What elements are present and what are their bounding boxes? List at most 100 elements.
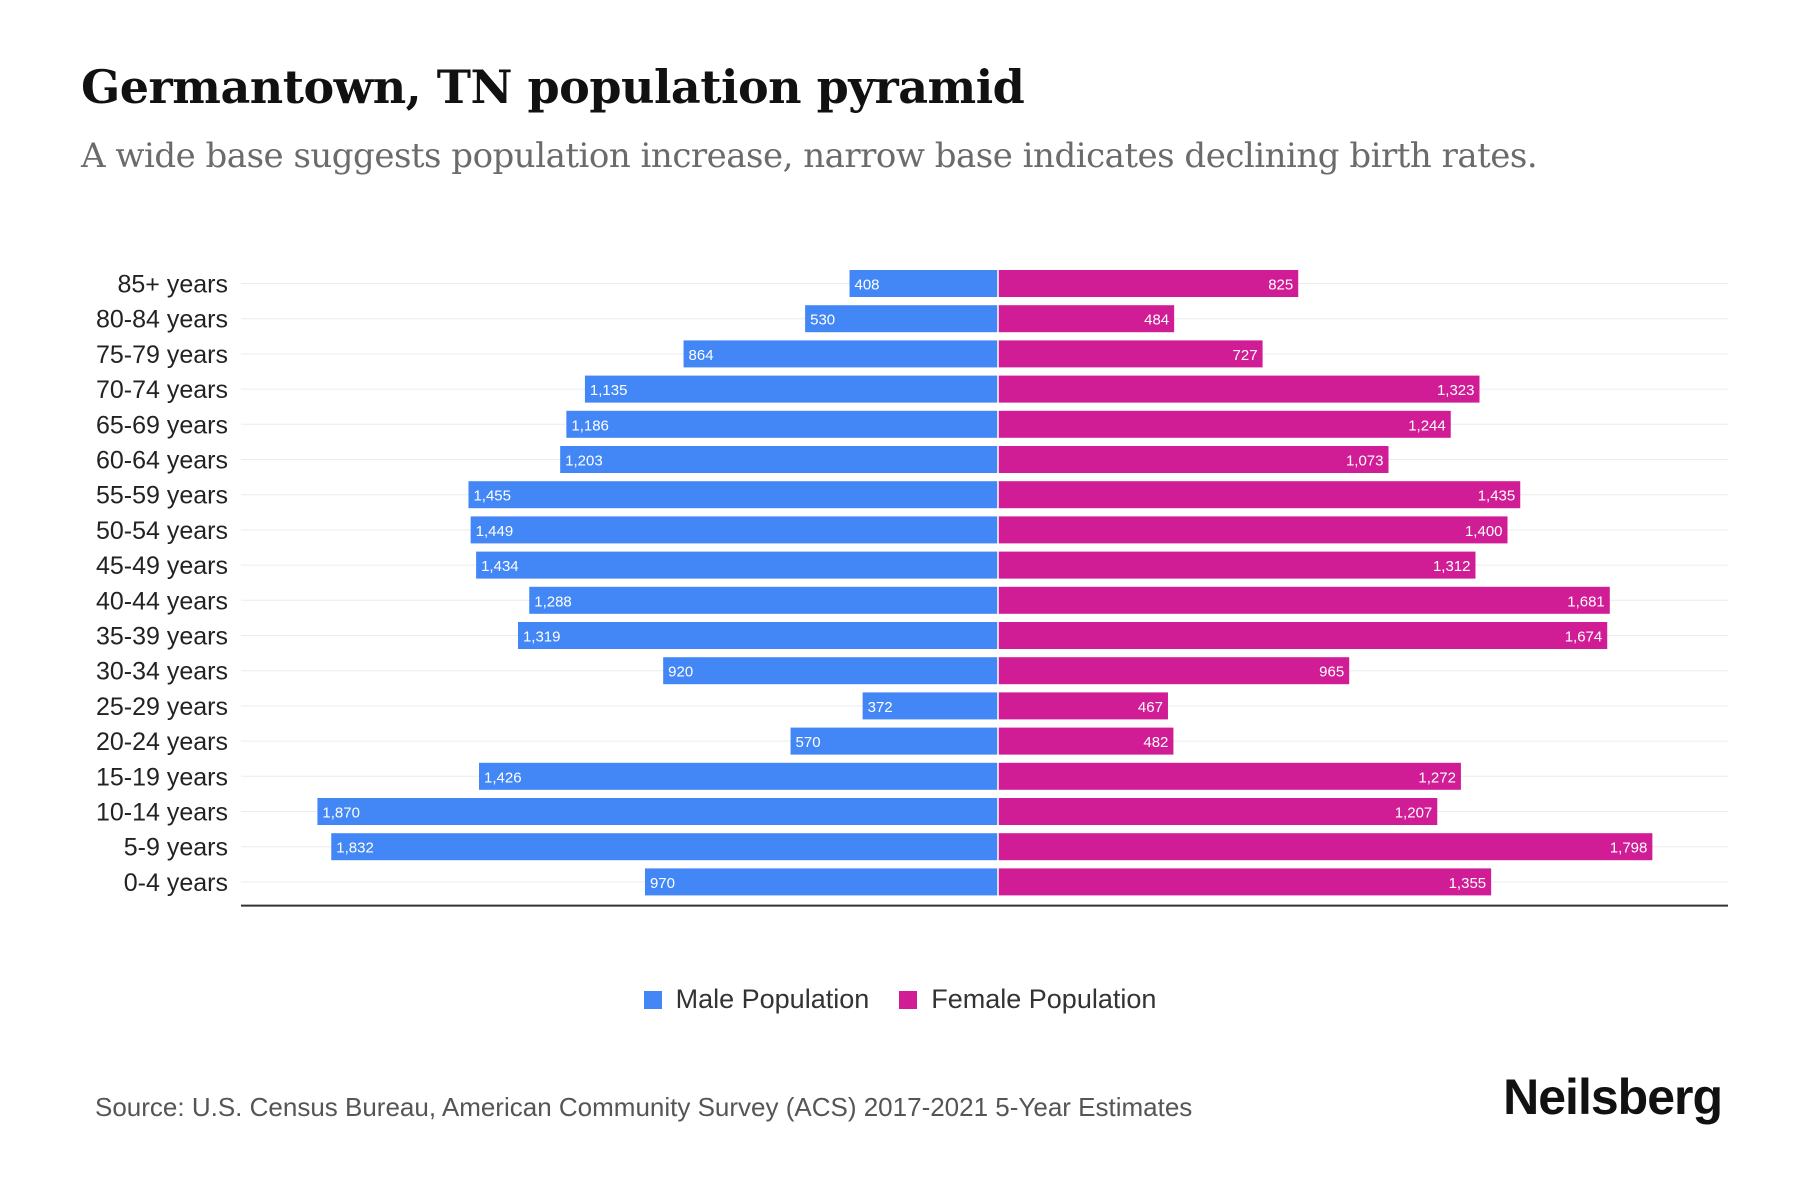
brand-logo: Neilsberg: [1503, 1069, 1723, 1125]
bar-male: [317, 798, 999, 825]
data-label-male: 408: [855, 277, 880, 294]
population-pyramid-chart: 85+ years 408 825 80-84 years 530 484 75-79 ye…: [96, 270, 1728, 907]
chart-title: Germantown, TN population pyramid: [81, 60, 1025, 114]
data-label-male: 1,870: [322, 805, 360, 822]
data-label-female: 1,681: [1567, 593, 1605, 610]
bar-male: [790, 727, 998, 755]
data-label-male: 1,832: [336, 840, 374, 857]
grid-lines: [241, 283, 1728, 883]
y-tick-label: 30-34 years: [96, 658, 228, 686]
bar-male: [560, 446, 998, 473]
data-label-male: 970: [650, 875, 675, 892]
bar-female: [998, 375, 1480, 403]
source-note: Source: U.S. Census Bureau, American Com…: [95, 1092, 1193, 1122]
bar-female: [998, 727, 1174, 755]
bar-female: [998, 410, 1451, 438]
data-label-male: 1,455: [473, 488, 511, 505]
bar-male: [517, 622, 998, 649]
legend-label-female: Female Population: [931, 984, 1157, 1014]
data-label-male: 1,135: [590, 382, 628, 399]
bar-female: [998, 622, 1608, 649]
bar-male: [331, 833, 998, 861]
data-label-male: 1,288: [534, 593, 572, 610]
data-label-male: 864: [689, 347, 714, 364]
bar-female: [998, 692, 1168, 720]
data-label-female: 1,400: [1465, 523, 1503, 540]
bar-female: [998, 762, 1461, 790]
bar-female: [998, 340, 1263, 368]
y-tick-label: 85+ years: [118, 271, 229, 299]
bar-male: [468, 481, 998, 509]
data-label-male: 1,203: [565, 453, 603, 470]
bar-male: [479, 762, 998, 790]
data-label-male: 1,319: [523, 629, 561, 646]
legend-item-female: Female Population: [899, 984, 1156, 1015]
bar-male: [805, 305, 998, 333]
data-label-female: 1,798: [1610, 840, 1648, 857]
y-tick-label: 25-29 years: [96, 693, 228, 721]
data-label-female: 482: [1143, 734, 1168, 751]
bar-female: [998, 305, 1175, 333]
bars: [317, 270, 1653, 904]
bar-male: [862, 692, 998, 720]
bar-female: [998, 798, 1438, 825]
bar-male: [470, 516, 998, 544]
legend: Male Population Female Population: [0, 984, 1800, 1015]
bar-male: [849, 270, 998, 297]
y-tick-label: 15-19 years: [96, 763, 228, 791]
y-tick-label: 40-44 years: [96, 587, 228, 615]
bar-female: [998, 868, 1492, 896]
y-tick-label: 10-14 years: [96, 799, 228, 827]
bar-female: [998, 551, 1476, 579]
data-label-female: 727: [1233, 347, 1258, 364]
data-label-female: 1,244: [1408, 417, 1446, 434]
data-label-female: 1,073: [1346, 453, 1384, 470]
data-label-male: 1,426: [484, 769, 522, 786]
data-label-female: 1,323: [1437, 382, 1475, 399]
bar-male: [529, 586, 998, 614]
data-label-female: 467: [1138, 699, 1163, 716]
data-label-female: 1,435: [1478, 488, 1516, 505]
bar-male: [683, 340, 998, 368]
chart-subtitle: A wide base suggests population increase…: [81, 136, 1538, 176]
bar-female: [998, 270, 1299, 297]
y-tick-label: 5-9 years: [124, 834, 228, 862]
data-label-female: 825: [1268, 277, 1293, 294]
y-tick-label: 65-69 years: [96, 411, 228, 439]
bar-male: [584, 375, 998, 403]
data-label-female: 484: [1144, 312, 1169, 329]
data-label-male: 530: [810, 312, 835, 329]
y-tick-label: 20-24 years: [96, 728, 228, 756]
data-label-female: 1,312: [1433, 558, 1471, 575]
bar-female: [998, 586, 1610, 614]
data-label-male: 920: [668, 664, 693, 681]
data-label-male: 1,434: [481, 558, 519, 575]
y-tick-label: 60-64 years: [96, 447, 228, 475]
y-tick-label: 75-79 years: [96, 341, 228, 369]
y-tick-label: 50-54 years: [96, 517, 228, 545]
data-label-female: 965: [1319, 664, 1344, 681]
bar-female: [998, 446, 1389, 473]
data-label-male: 1,449: [476, 523, 514, 540]
y-tick-label: 70-74 years: [96, 376, 228, 404]
legend-swatch-male: [643, 990, 662, 1009]
y-tick-label: 35-39 years: [96, 623, 228, 651]
data-label-female: 1,272: [1418, 769, 1456, 786]
labels: 85+ years 408 825 80-84 years 530 484 75-79 ye…: [96, 271, 1647, 897]
data-label-female: 1,207: [1395, 805, 1433, 822]
y-tick-label: 80-84 years: [96, 306, 228, 334]
legend-swatch-female: [899, 990, 918, 1009]
y-tick-label: 45-49 years: [96, 552, 228, 580]
data-label-female: 1,355: [1449, 875, 1487, 892]
data-label-female: 1,674: [1565, 629, 1603, 646]
bar-female: [998, 833, 1653, 861]
data-label-male: 570: [796, 734, 821, 751]
data-label-male: 1,186: [571, 417, 609, 434]
legend-item-male: Male Population: [643, 984, 870, 1015]
y-tick-label: 0-4 years: [124, 869, 228, 897]
bar-male: [476, 551, 999, 579]
legend-label-male: Male Population: [675, 984, 870, 1014]
bar-male: [663, 657, 998, 685]
bar-female: [998, 516, 1508, 544]
data-label-male: 372: [868, 699, 893, 716]
